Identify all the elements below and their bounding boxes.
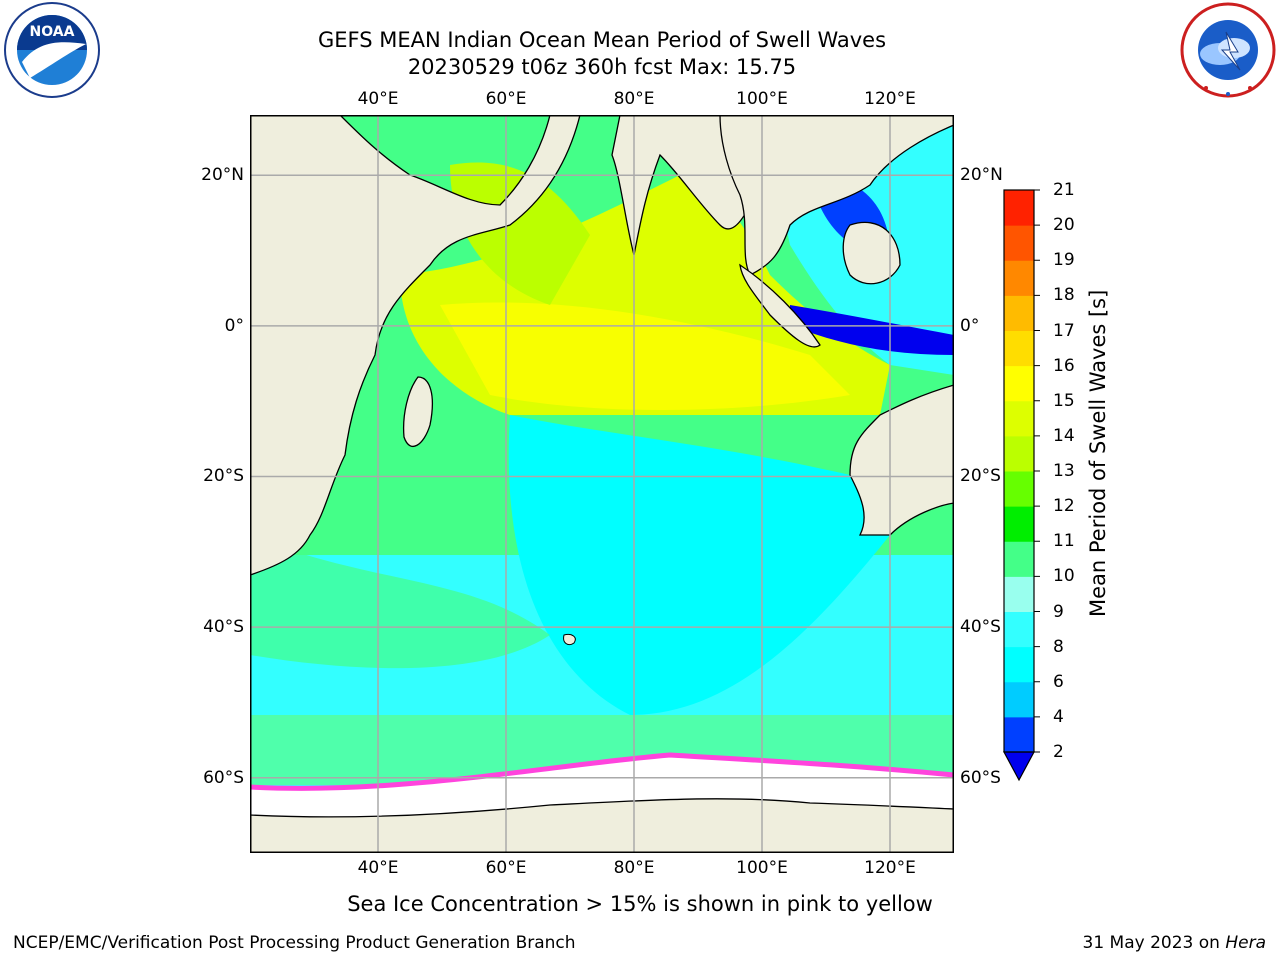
colorbar-label: 10 xyxy=(1053,566,1075,587)
footer-date: 31 May 2023 on Hera xyxy=(1083,933,1267,953)
colorbar-label: 4 xyxy=(1053,706,1064,727)
land-antarctica xyxy=(250,798,954,853)
colorbar-segment xyxy=(1004,646,1034,683)
footer-date-text: 31 May 2023 on xyxy=(1082,933,1226,953)
colorbar-segment xyxy=(1004,471,1034,507)
footer-credit: NCEP/EMC/Verification Post Processing Pr… xyxy=(13,933,576,953)
lon-tick-top: 80°E xyxy=(613,89,655,109)
colorbar-label: 6 xyxy=(1053,671,1064,692)
colorbar-segment xyxy=(1004,576,1034,612)
lon-tick-bottom: 80°E xyxy=(613,858,655,878)
land-madagascar xyxy=(402,376,433,448)
lon-tick-bottom: 60°E xyxy=(485,858,527,878)
lon-tick-bottom: 40°E xyxy=(357,858,399,878)
field-peak-tropics xyxy=(440,302,850,410)
lon-tick-top: 60°E xyxy=(485,89,527,109)
colorbar-label: 13 xyxy=(1053,461,1075,481)
colorbar-label: 2 xyxy=(1053,742,1064,762)
noaa-logo: NOAA xyxy=(4,2,100,98)
map-panel xyxy=(250,115,954,853)
colorbar-segment xyxy=(1004,681,1034,718)
field-java-sea xyxy=(790,305,954,355)
lat-tick-right: 20°N xyxy=(960,165,1003,186)
land-africa-arabia xyxy=(250,115,581,576)
lat-tick-right: 0° xyxy=(960,315,980,336)
colorbar-label: 17 xyxy=(1053,320,1075,341)
colorbar-label: 8 xyxy=(1053,636,1064,657)
colorbar-segment xyxy=(1004,541,1034,577)
land-kerguelen xyxy=(563,634,576,646)
colorbar-extend-arrow xyxy=(1002,751,1036,782)
lon-tick-top: 120°E xyxy=(864,89,916,109)
colorbar-label: 18 xyxy=(1053,285,1075,306)
colorbar-segment xyxy=(1004,365,1034,402)
land-borneo xyxy=(842,221,901,285)
lat-tick-left: 40°S xyxy=(203,617,244,638)
colorbar-label: 16 xyxy=(1053,355,1075,376)
chart-subtitle: 20230529 t06z 360h fcst Max: 15.75 xyxy=(407,55,797,79)
lat-tick-right: 20°S xyxy=(960,466,1001,487)
colorbar-label: 20 xyxy=(1053,215,1075,236)
colorbar-segment xyxy=(1004,260,1034,296)
lon-tick-top: 40°E xyxy=(357,89,399,109)
map-grid xyxy=(250,115,954,853)
colorbar-segment xyxy=(1004,190,1034,226)
nws-logo xyxy=(1180,2,1276,98)
colorbar-label: 12 xyxy=(1053,496,1075,517)
lon-tick-bottom: 120°E xyxy=(864,858,916,878)
colorbar-label: 9 xyxy=(1053,601,1064,622)
colorbar-segment xyxy=(1004,400,1034,437)
colorbar-segment xyxy=(1004,330,1034,367)
colorbar-label: 15 xyxy=(1053,390,1075,411)
colorbar-label: 11 xyxy=(1053,531,1075,552)
lat-tick-left: 60°S xyxy=(203,767,244,788)
colorbar-segment xyxy=(1004,435,1034,472)
field-arabian-sea xyxy=(450,162,590,305)
colorbar-title: Mean Period of Swell Waves [s] xyxy=(1086,289,1110,617)
colorbar-segment xyxy=(1004,506,1034,542)
lat-tick-left: 0° xyxy=(224,315,244,336)
colorbar-label: 21 xyxy=(1053,180,1075,200)
field-low-center xyxy=(508,415,890,715)
lon-tick-bottom: 100°E xyxy=(736,858,788,878)
colorbar-label: 14 xyxy=(1053,425,1075,446)
lat-tick-right: 40°S xyxy=(960,617,1001,638)
footer-host: Hera xyxy=(1225,933,1266,953)
colorbar-segment xyxy=(1004,295,1034,331)
chart-title: GEFS MEAN Indian Ocean Mean Period of Sw… xyxy=(317,28,887,52)
map-frame xyxy=(250,115,954,853)
lat-tick-left: 20°S xyxy=(203,466,244,487)
colorbar xyxy=(1002,189,1040,782)
colorbar-segment xyxy=(1004,225,1034,261)
land-australia xyxy=(849,384,954,536)
colorbar-label: 19 xyxy=(1053,250,1075,271)
colorbar-segment xyxy=(1004,611,1034,648)
noaa-logo-text: NOAA xyxy=(30,24,75,40)
colorbar-segment xyxy=(1004,716,1034,753)
lat-tick-left: 20°N xyxy=(201,165,244,186)
sea-ice-note: Sea Ice Concentration > 15% is shown in … xyxy=(347,892,933,916)
lat-tick-right: 60°S xyxy=(960,767,1001,788)
lon-tick-top: 100°E xyxy=(736,89,788,109)
field-mid-west xyxy=(250,535,550,669)
land-indochina xyxy=(719,115,954,276)
